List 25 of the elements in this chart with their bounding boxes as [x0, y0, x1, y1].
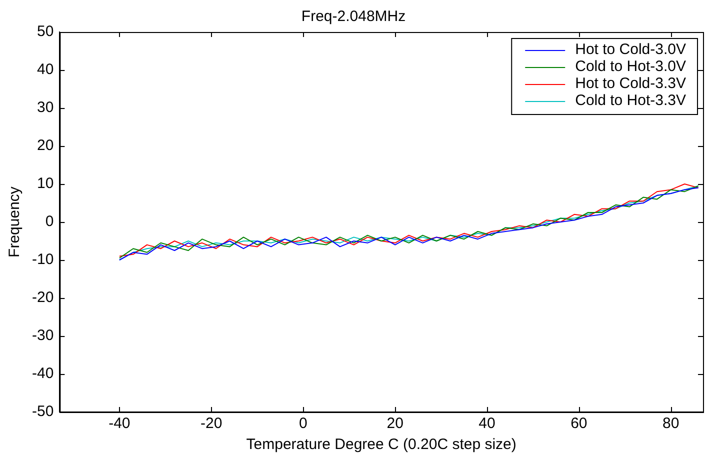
x-axis-title: Temperature Degree C (0.20C step size) — [246, 436, 516, 454]
legend-label: Hot to Cold-3.3V — [575, 75, 686, 92]
y-tick-label: 40 — [36, 61, 54, 78]
chart-title: Freq-2.048MHz — [301, 8, 406, 26]
y-tick-label: 30 — [36, 99, 54, 116]
y-axis-title: Frequency — [6, 186, 24, 258]
y-tick-label: -40 — [32, 365, 54, 382]
legend-label: Hot to Cold-3.0V — [575, 41, 686, 58]
x-tick-label: 80 — [662, 415, 680, 432]
legend-label: Cold to Hot-3.0V — [575, 58, 686, 76]
y-tick-label: 20 — [36, 137, 54, 154]
x-tick-label: -40 — [108, 415, 130, 432]
x-tick-label: -20 — [200, 415, 222, 432]
x-tick-label: 20 — [386, 415, 404, 432]
x-tick-label: 0 — [299, 415, 308, 432]
y-tick-label: 10 — [36, 175, 54, 192]
y-tick-label: 0 — [45, 213, 54, 230]
x-tick-label: 60 — [570, 415, 588, 432]
y-tick-label: -30 — [32, 327, 54, 344]
y-tick-label: -10 — [32, 251, 54, 268]
y-tick-label: 50 — [36, 23, 54, 40]
legend-label: Cold to Hot-3.3V — [575, 92, 686, 110]
y-tick-label: -20 — [32, 289, 54, 306]
y-tick-label: -50 — [32, 403, 54, 420]
x-tick-label: 40 — [478, 415, 496, 432]
